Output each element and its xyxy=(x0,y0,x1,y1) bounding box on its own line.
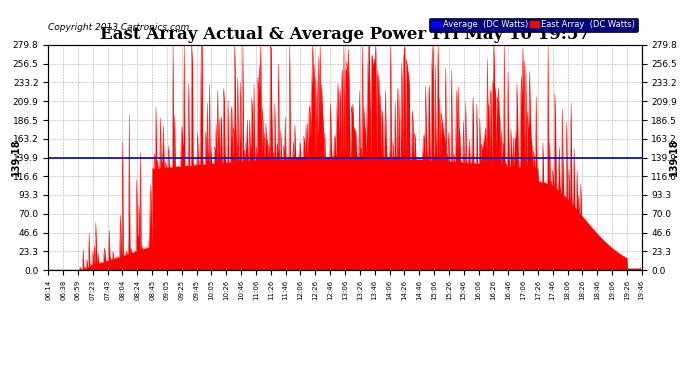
Text: 139.18: 139.18 xyxy=(669,139,680,176)
Text: Copyright 2013 Cartronics.com: Copyright 2013 Cartronics.com xyxy=(48,22,190,32)
Text: 139.18: 139.18 xyxy=(10,139,21,176)
Title: East Array Actual & Average Power Fri May 10 19:57: East Array Actual & Average Power Fri Ma… xyxy=(100,27,590,44)
Legend: Average  (DC Watts), East Array  (DC Watts): Average (DC Watts), East Array (DC Watts… xyxy=(429,18,638,32)
